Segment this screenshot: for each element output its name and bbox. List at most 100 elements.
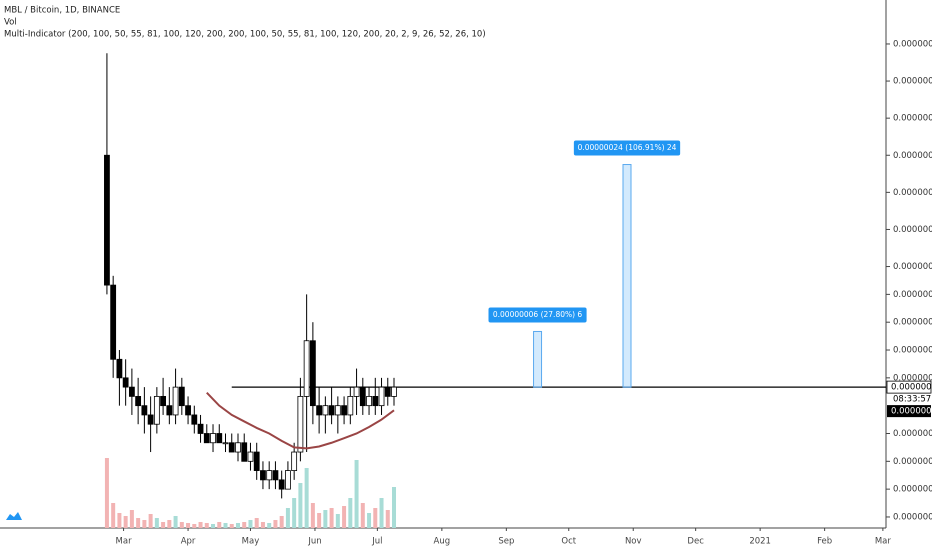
candle-body (378, 386, 385, 407)
candle (285, 461, 291, 490)
y-tick-label: 0.00000024 (893, 373, 932, 383)
candle (278, 470, 285, 499)
candle (178, 377, 185, 415)
candle-body (384, 386, 391, 397)
volume-bar (204, 523, 209, 528)
candle-body (285, 470, 291, 490)
candle (372, 377, 379, 415)
candle-body (141, 405, 148, 416)
candle-body (391, 386, 397, 397)
candle (322, 396, 329, 434)
volume-bar (223, 523, 228, 528)
indicator-label: Multi-Indicator (200, 100, 50, 55, 81, 1… (4, 30, 486, 40)
volume-bar (142, 520, 147, 528)
volume-bar (267, 523, 272, 528)
candle-body (222, 442, 229, 445)
candle-body (228, 442, 235, 453)
candle (153, 387, 160, 434)
logo-shape (6, 512, 22, 520)
candle-body (247, 451, 254, 462)
volume-bar (354, 460, 359, 528)
logo (6, 512, 22, 520)
x-tick-label: Aug (434, 537, 451, 547)
candle-body (185, 405, 191, 416)
volume-bar (260, 522, 265, 528)
candle-body (166, 405, 173, 416)
x-tick-label: Mar (875, 537, 892, 547)
x-tick-label: 2021 (749, 537, 771, 547)
candle (104, 53, 110, 295)
y-tick-label: 0.00000060 (893, 39, 932, 49)
candle-body (309, 340, 316, 407)
candle (309, 322, 316, 425)
candle (110, 275, 117, 378)
candle-body (197, 423, 204, 434)
candle (160, 377, 166, 415)
candle (347, 387, 354, 425)
candle-body (334, 405, 341, 416)
y-tick-label: 0.00000048 (893, 151, 932, 161)
y-tick-label: 0.00000033 (893, 290, 932, 300)
candle (210, 424, 216, 453)
candle-body (203, 433, 210, 444)
x-tick-label: Jul (371, 537, 382, 547)
volume-bar (198, 522, 203, 528)
volume-bar (348, 498, 353, 528)
volume-bar (217, 522, 222, 528)
candle-body (272, 470, 279, 481)
candle (222, 433, 229, 453)
candle-body (241, 442, 248, 462)
candle (122, 359, 129, 406)
candle-body (178, 386, 185, 407)
volume-bar (161, 522, 166, 528)
price-label-box (886, 380, 932, 394)
x-tick-label: Feb (817, 537, 832, 547)
volume-bar (279, 516, 284, 528)
candle-body (172, 386, 179, 416)
candle-body (359, 386, 366, 407)
y-tick-label: 0.00000052 (893, 114, 932, 124)
x-tick-label: Apr (181, 537, 196, 547)
volume-bar (329, 508, 334, 528)
x-tick-label: Jun (307, 537, 321, 547)
volume-bar (304, 468, 309, 528)
volume-bar (373, 508, 378, 528)
volume-bar (335, 514, 340, 528)
volume-bar (229, 524, 234, 528)
volume-bar (254, 518, 259, 528)
y-tick-label: 0.00000015 (893, 457, 932, 467)
candle (247, 442, 254, 471)
candle-body (153, 395, 160, 425)
candle (316, 387, 323, 434)
candle (147, 396, 154, 453)
candle (116, 350, 123, 406)
volume-bar (285, 508, 290, 528)
candle-body (128, 386, 135, 397)
candle (172, 368, 179, 425)
y-tick-label: 0.00000036 (893, 262, 932, 272)
volume-bar (136, 518, 141, 528)
y-tick-label: 0.00000040 (893, 225, 932, 235)
candle (303, 294, 310, 453)
volume-bar (192, 524, 197, 528)
volume-bar (117, 513, 122, 528)
volume-bar (317, 513, 322, 528)
measure-label-box (488, 307, 587, 323)
candle-body (122, 377, 129, 388)
y-tick-label: 0.00000018 (893, 429, 932, 439)
candle-body (147, 414, 154, 425)
candle (366, 387, 372, 415)
candle-body (291, 451, 298, 471)
candle (272, 461, 279, 490)
candle-body (235, 442, 241, 453)
volume-bar (323, 510, 328, 528)
candle-body (372, 395, 379, 407)
volume-bar (342, 506, 347, 528)
candle (185, 396, 191, 425)
candle (253, 442, 260, 480)
volume-bar (392, 487, 397, 528)
y-tick-label: 0.00000009 (893, 512, 932, 522)
candle (141, 387, 148, 434)
